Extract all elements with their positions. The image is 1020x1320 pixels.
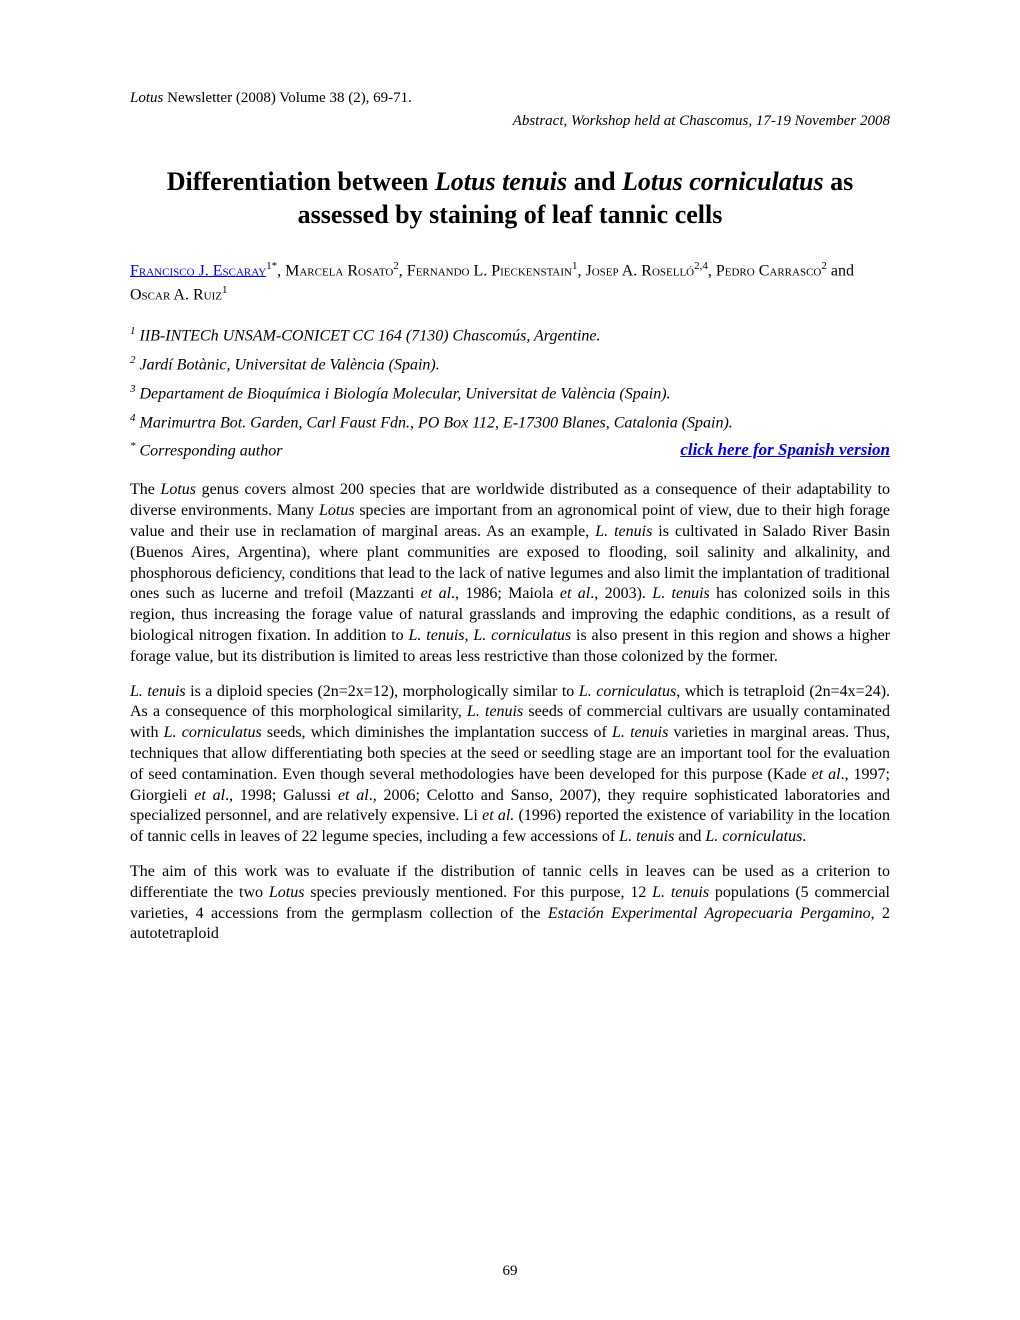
author-sup-4: 2,4 <box>694 260 708 272</box>
p2-i9: et al. <box>482 807 514 824</box>
p2-i5: L. tenuis <box>612 724 668 741</box>
p1-i4: et al <box>421 585 451 602</box>
paragraph-2: L. tenuis is a diploid species (2n=2x=12… <box>130 682 890 848</box>
p2-j: and <box>674 828 705 845</box>
abstract-header: Abstract, Workshop held at Chascomus, 17… <box>130 113 890 130</box>
title-part2: and <box>567 167 622 196</box>
corr-text: Corresponding author <box>136 442 283 459</box>
author-list: Francisco J. Escaray1*, Marcela Rosato2,… <box>130 259 890 306</box>
p2-i3: L. tenuis <box>467 703 523 720</box>
paragraph-3: The aim of this work was to evaluate if … <box>130 862 890 945</box>
title-italic2: Lotus corniculatus <box>622 167 824 196</box>
author-rosato: Marcela Rosato <box>285 262 393 279</box>
p1-i6: L. tenuis <box>652 585 709 602</box>
p2-i7: et al <box>194 787 225 804</box>
author-sup-6: 1 <box>222 284 228 296</box>
aff1-text: IIB-INTECh UNSAM-CONICET CC 164 (7130) C… <box>136 328 601 345</box>
p3-i3: Estación Experimental Agropecuaria Perga… <box>548 905 871 922</box>
p1-a: The <box>130 481 160 498</box>
affiliation-4: 4 Marimurtra Bot. Garden, Carl Faust Fdn… <box>130 411 890 434</box>
author-sup-5: 2 <box>821 260 827 272</box>
author-link-escaray[interactable]: Francisco J. Escaray <box>130 262 266 279</box>
paragraph-1: The Lotus genus covers almost 200 specie… <box>130 480 890 667</box>
affiliation-2: 2 Jardí Botànic, Universitat de València… <box>130 353 890 376</box>
journal-italic: Lotus <box>130 90 163 106</box>
affiliation-1: 1 IIB-INTECh UNSAM-CONICET CC 164 (7130)… <box>130 324 890 347</box>
author-carrasco: Pedro Carrasco <box>716 262 821 279</box>
p2-i6: et al <box>812 766 841 783</box>
author-sup-1: 1* <box>266 260 277 272</box>
p2-i2: L. corniculatus <box>579 683 676 700</box>
p1-f: ., 2003). <box>590 585 652 602</box>
page-number: 69 <box>0 1263 1020 1280</box>
author-sup-3: 1 <box>572 260 578 272</box>
title-part1: Differentiation between <box>167 167 435 196</box>
author-rosello: Josep A. Roselló <box>585 262 694 279</box>
p2-i11: L. corniculatus <box>705 828 802 845</box>
p2-i10: L. tenuis <box>619 828 674 845</box>
article-title: Differentiation between Lotus tenuis and… <box>130 166 890 231</box>
p2-i8: et al <box>338 787 369 804</box>
corresponding-author: * Corresponding author <box>130 440 282 460</box>
p1-e: ., 1986; Maiola <box>451 585 560 602</box>
journal-rest: Newsletter (2008) Volume 38 (2), 69-71. <box>163 90 412 106</box>
p2-k: . <box>802 828 806 845</box>
p1-i5: et al <box>560 585 590 602</box>
journal-header: Lotus Newsletter (2008) Volume 38 (2), 6… <box>130 90 890 107</box>
p1-i2: Lotus <box>319 502 355 519</box>
p3-i2: L. tenuis <box>652 884 709 901</box>
p2-g: ., 1998; Galussi <box>225 787 338 804</box>
p1-i1: Lotus <box>160 481 196 498</box>
title-italic1: Lotus tenuis <box>435 167 567 196</box>
p2-i1: L. tenuis <box>130 683 186 700</box>
p1-i7: L. tenuis, L. corniculatus <box>409 627 572 644</box>
corresponding-row: * Corresponding author click here for Sp… <box>130 440 890 460</box>
p2-i4: L. corniculatus <box>164 724 262 741</box>
author-sup-2: 2 <box>393 260 399 272</box>
author-pieckenstain: Fernando L. Pieckenstain <box>407 262 572 279</box>
aff4-text: Marimurtra Bot. Garden, Carl Faust Fdn.,… <box>136 415 733 432</box>
p3-i1: Lotus <box>269 884 305 901</box>
aff2-text: Jardí Botànic, Universitat de València (… <box>136 357 440 374</box>
aff3-text: Departament de Bioquímica i Biología Mol… <box>136 386 671 403</box>
p2-d: seeds, which diminishes the implantation… <box>262 724 612 741</box>
affiliation-3: 3 Departament de Bioquímica i Biología M… <box>130 382 890 405</box>
spanish-version-link[interactable]: click here for Spanish version <box>680 440 890 460</box>
p2-a: is a diploid species (2n=2x=12), morphol… <box>186 683 579 700</box>
p3-b: species previously mentioned. For this p… <box>304 884 652 901</box>
author-ruiz: Oscar A. Ruiz <box>130 286 222 303</box>
p1-i3: L. tenuis <box>595 523 652 540</box>
